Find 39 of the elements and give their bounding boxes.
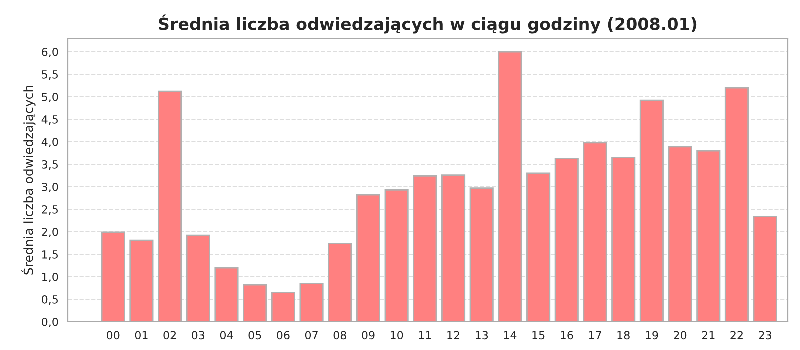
y-tick-label: 1,5 — [42, 250, 58, 260]
x-tick-label: 06 — [277, 331, 290, 340]
y-tick-label: 2,0 — [42, 228, 58, 238]
x-tick-label: 19 — [646, 331, 658, 340]
x-tick-label: 17 — [589, 331, 602, 340]
y-tick-label: 5,0 — [42, 92, 58, 103]
y-tick-label: 3,0 — [42, 182, 58, 193]
x-tick-label: 16 — [561, 331, 574, 340]
x-tick-label: 13 — [476, 331, 488, 340]
y-tick-label: 5,5 — [42, 70, 58, 80]
x-tick-label: 22 — [730, 331, 743, 340]
x-tick-label: 02 — [164, 331, 176, 340]
y-tick-label: 0,0 — [42, 318, 58, 328]
y-tick-label: 1,0 — [42, 272, 58, 283]
x-tick-label: 23 — [759, 331, 772, 340]
x-tick-label: 20 — [674, 331, 687, 340]
x-tick-label: 08 — [334, 331, 346, 340]
x-tick-label: 12 — [448, 331, 460, 340]
x-tick-label: 10 — [390, 331, 404, 340]
y-tick-label: 4,0 — [42, 138, 58, 148]
x-tick-label: 04 — [220, 331, 234, 340]
chart-title: Średnia liczba odwiedzających w ciągu godziny (2008.01) — [159, 14, 697, 34]
y-tick-label: 6,0 — [42, 48, 58, 58]
y-tick-label: 2,5 — [42, 205, 58, 216]
x-tick-label: 00 — [107, 331, 120, 340]
x-tick-label: 21 — [702, 331, 715, 340]
x-tick-label: 05 — [248, 331, 262, 340]
y-tick-label: 4,5 — [42, 116, 58, 126]
y-tick-label: 3,5 — [42, 160, 58, 170]
x-tick-label: 09 — [362, 331, 375, 340]
x-tick-label: 07 — [305, 331, 318, 340]
x-tick-label: 14 — [504, 331, 517, 340]
x-tick-label: 15 — [532, 331, 545, 340]
y-axis-title: Średnia liczba odwiedzających — [22, 86, 36, 275]
x-tick-label: 18 — [618, 331, 630, 340]
y-tick-label: 0,5 — [42, 295, 58, 306]
x-tick-label: 03 — [192, 331, 205, 340]
x-tick-label: 01 — [135, 331, 148, 340]
x-tick-label: 11 — [419, 331, 432, 340]
